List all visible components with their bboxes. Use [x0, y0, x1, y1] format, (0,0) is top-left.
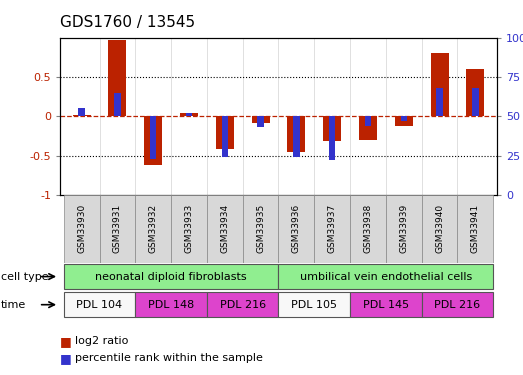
Bar	[288, 116, 305, 153]
Bar	[293, 116, 300, 157]
Text: log2 ratio: log2 ratio	[75, 336, 128, 346]
FancyBboxPatch shape	[171, 195, 207, 262]
Text: GSM33932: GSM33932	[149, 204, 158, 254]
Bar	[472, 88, 479, 116]
Text: GDS1760 / 13545: GDS1760 / 13545	[60, 15, 195, 30]
Text: PDL 216: PDL 216	[220, 300, 266, 310]
Text: GSM33940: GSM33940	[435, 204, 444, 254]
Bar	[467, 69, 484, 116]
Bar	[216, 116, 234, 149]
Text: GSM33936: GSM33936	[292, 204, 301, 254]
Text: time: time	[1, 300, 26, 310]
Text: GSM33933: GSM33933	[185, 204, 194, 254]
Bar	[252, 116, 269, 123]
FancyBboxPatch shape	[99, 195, 135, 262]
Text: GSM33934: GSM33934	[220, 204, 229, 254]
Text: GSM33930: GSM33930	[77, 204, 86, 254]
FancyBboxPatch shape	[279, 264, 493, 289]
Bar	[73, 115, 90, 116]
Bar	[430, 53, 449, 116]
Text: PDL 104: PDL 104	[76, 300, 122, 310]
FancyBboxPatch shape	[64, 292, 135, 317]
FancyBboxPatch shape	[422, 195, 458, 262]
Bar	[323, 116, 341, 141]
Bar	[222, 116, 228, 157]
Bar	[115, 93, 120, 116]
Bar	[329, 116, 335, 160]
FancyBboxPatch shape	[458, 195, 493, 262]
Text: PDL 105: PDL 105	[291, 300, 337, 310]
FancyBboxPatch shape	[350, 195, 386, 262]
Text: cell type: cell type	[1, 272, 49, 282]
Text: PDL 145: PDL 145	[363, 300, 409, 310]
Text: percentile rank within the sample: percentile rank within the sample	[75, 353, 263, 363]
FancyBboxPatch shape	[422, 292, 493, 317]
Text: neonatal diploid fibroblasts: neonatal diploid fibroblasts	[95, 272, 247, 282]
Bar	[144, 116, 162, 165]
Bar	[395, 116, 413, 126]
Bar	[180, 113, 198, 116]
Text: GSM33941: GSM33941	[471, 204, 480, 254]
Bar	[186, 113, 192, 116]
Bar	[365, 116, 371, 126]
Text: GSM33935: GSM33935	[256, 204, 265, 254]
Text: GSM33931: GSM33931	[113, 204, 122, 254]
FancyBboxPatch shape	[135, 195, 171, 262]
Bar	[257, 116, 264, 127]
FancyBboxPatch shape	[386, 195, 422, 262]
Text: ■: ■	[60, 352, 72, 364]
Bar	[150, 116, 156, 159]
FancyBboxPatch shape	[350, 292, 422, 317]
Bar	[437, 88, 442, 116]
Text: PDL 148: PDL 148	[148, 300, 194, 310]
Text: GSM33938: GSM33938	[363, 204, 372, 254]
FancyBboxPatch shape	[64, 264, 279, 289]
FancyBboxPatch shape	[314, 195, 350, 262]
FancyBboxPatch shape	[243, 195, 279, 262]
Text: umbilical vein endothelial cells: umbilical vein endothelial cells	[300, 272, 472, 282]
Bar	[401, 116, 407, 121]
Text: GSM33939: GSM33939	[399, 204, 408, 254]
FancyBboxPatch shape	[279, 195, 314, 262]
FancyBboxPatch shape	[207, 292, 279, 317]
Text: PDL 216: PDL 216	[435, 300, 481, 310]
Bar	[108, 40, 127, 116]
FancyBboxPatch shape	[279, 292, 350, 317]
FancyBboxPatch shape	[64, 195, 99, 262]
Bar	[359, 116, 377, 140]
FancyBboxPatch shape	[135, 292, 207, 317]
Bar	[78, 108, 85, 116]
FancyBboxPatch shape	[207, 195, 243, 262]
Text: ■: ■	[60, 335, 72, 348]
Text: GSM33937: GSM33937	[328, 204, 337, 254]
